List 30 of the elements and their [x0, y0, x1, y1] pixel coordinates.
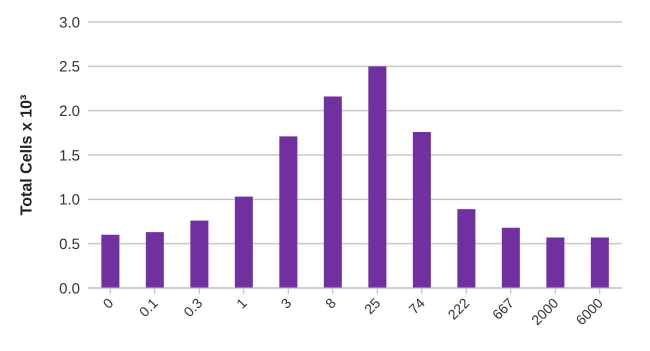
- x-tick-label: 25: [361, 294, 384, 318]
- y-tick-label: 1.0: [59, 192, 80, 209]
- bar: [146, 232, 164, 288]
- bar: [234, 196, 253, 288]
- x-tick-label: 74: [406, 294, 428, 318]
- bar: [368, 66, 386, 288]
- bar: [101, 234, 120, 288]
- bar: [502, 228, 520, 288]
- x-tick-label: 0: [100, 294, 117, 312]
- bar: [590, 237, 609, 288]
- bar: [190, 220, 208, 288]
- y-tick-label: 2.5: [59, 58, 80, 76]
- x-tick-label: 0.3: [180, 294, 206, 320]
- bar: [546, 237, 564, 288]
- y-tick-label: 1.5: [59, 147, 80, 164]
- bar: [324, 96, 342, 288]
- x-tick-label: 0.1: [136, 294, 162, 320]
- y-tick-label: 3.0: [59, 14, 80, 32]
- x-tick-label: 8: [322, 294, 340, 312]
- bar: [279, 136, 298, 288]
- x-tick-label: 1: [233, 294, 250, 312]
- x-tick-label: 667: [489, 294, 518, 323]
- bar: [412, 132, 431, 288]
- y-tick-label: 0.0: [59, 280, 80, 298]
- x-tick-label: 222: [444, 294, 473, 323]
- y-axis-title: Total Cells x 10³: [18, 94, 36, 216]
- bar: [457, 209, 476, 288]
- y-tick-label: 0.5: [59, 236, 80, 253]
- x-tick-label: 3: [278, 294, 295, 312]
- y-tick-label: 2.0: [59, 102, 80, 120]
